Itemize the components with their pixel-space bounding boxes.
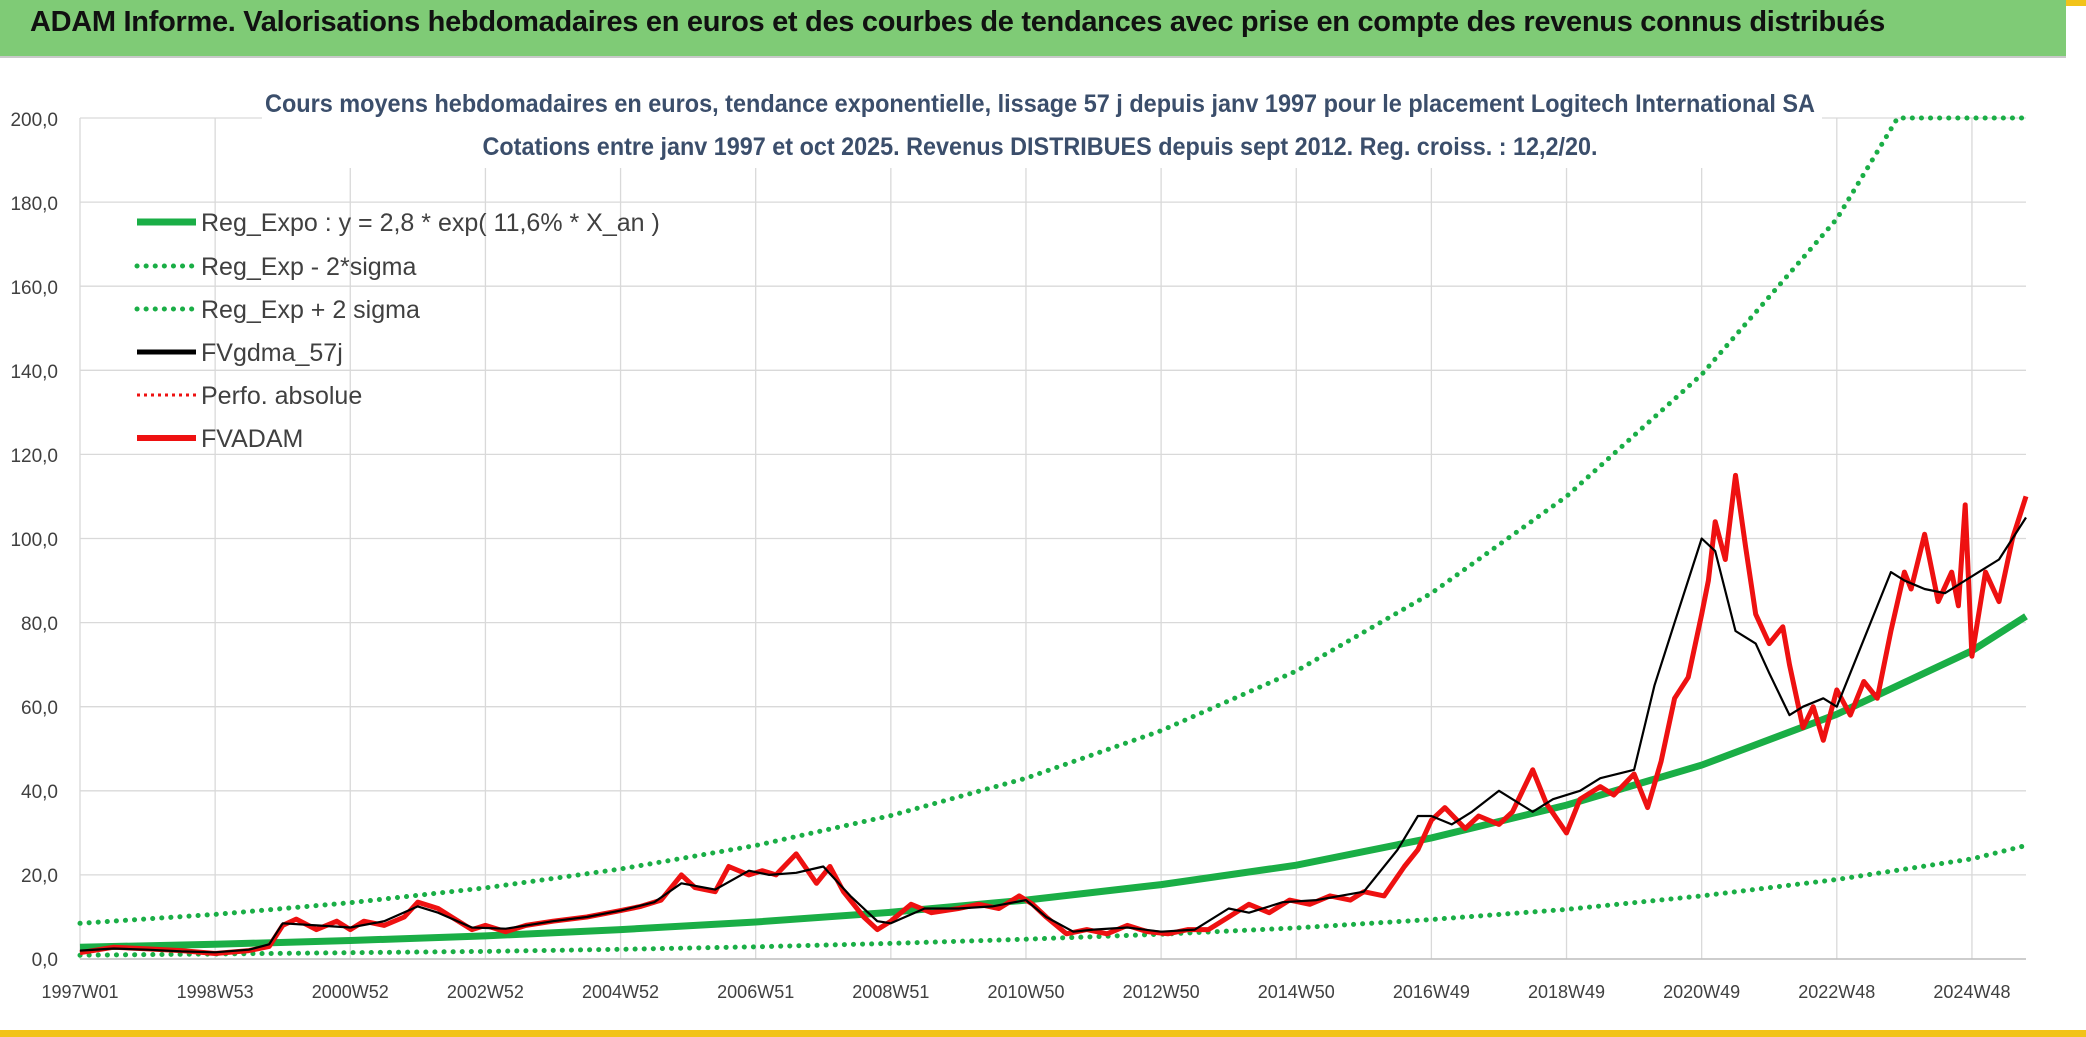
- legend-item-adam: FVADAM: [137, 425, 303, 453]
- legend-item-upper-sigma: Reg_Exp + 2 sigma: [134, 296, 420, 324]
- x-tick-label: 2008W51: [852, 982, 929, 1002]
- x-tick-label: 2010W50: [987, 982, 1064, 1002]
- chart-title: Cours moyens hebdomadaires en euros, ten…: [265, 90, 1815, 118]
- legend-label: FVgdma_57j: [201, 339, 343, 367]
- x-tick-label: 2006W51: [717, 982, 794, 1002]
- x-tick-label: 2018W49: [1528, 982, 1605, 1002]
- series-gdma: [79, 516, 2027, 954]
- y-tick-label: 120,0: [10, 446, 58, 467]
- x-tick-label: 2024W48: [1933, 982, 2010, 1002]
- series-fvadam: [79, 472, 2029, 956]
- y-tick-label: 200,0: [10, 110, 58, 131]
- grid-lines: [79, 117, 2026, 960]
- x-axis-labels: 1997W01 1998W53 2000W52 2002W52 2004W52 …: [41, 982, 2010, 1002]
- y-tick-label: 60,0: [21, 698, 58, 719]
- legend-item-lower-sigma: Reg_Exp - 2*sigma: [134, 253, 416, 281]
- legend: Reg_Expo : y = 2,8 * exp( 11,6% * X_an )…: [134, 209, 660, 453]
- x-tick-label: 2022W48: [1798, 982, 1875, 1002]
- x-tick-label: 2000W52: [312, 982, 389, 1002]
- y-tick-label: 160,0: [10, 278, 58, 299]
- legend-label: Reg_Exp + 2 sigma: [201, 296, 420, 324]
- x-tick-label: 2012W50: [1123, 982, 1200, 1002]
- legend-label: FVADAM: [201, 425, 303, 453]
- series: [77, 115, 2029, 958]
- y-tick-label: 80,0: [21, 614, 58, 635]
- x-tick-label: 1998W53: [177, 982, 254, 1002]
- y-tick-label: 20,0: [21, 866, 58, 887]
- x-tick-label: 2016W49: [1393, 982, 1470, 1002]
- series-trend: [79, 613, 2028, 951]
- chart-subtitle: Cotations entre janv 1997 et oct 2025. R…: [483, 133, 1598, 161]
- legend-item-trend: Reg_Expo : y = 2,8 * exp( 11,6% * X_an ): [137, 209, 660, 237]
- y-tick-label: 180,0: [10, 194, 58, 215]
- y-tick-label: 140,0: [10, 362, 58, 383]
- title-background: [262, 88, 1822, 168]
- legend-item-gdma: FVgdma_57j: [137, 339, 343, 367]
- legend-label: Perfo. absolue: [201, 382, 362, 410]
- legend-item-perfo: Perfo. absolue: [137, 382, 362, 410]
- banner-title: ADAM Informe. Valorisations hebdomadaire…: [30, 6, 1885, 38]
- legend-label: Reg_Exp - 2*sigma: [201, 253, 416, 281]
- y-tick-label: 100,0: [10, 530, 58, 551]
- bottom-accent-bar: [0, 1030, 2086, 1037]
- legend-label: Reg_Expo : y = 2,8 * exp( 11,6% * X_an ): [201, 209, 660, 237]
- axes: 0,0 20,0 40,0 60,0 80,0 100,0 120,0 140,…: [10, 110, 58, 971]
- report-banner: ADAM Informe. Valorisations hebdomadaire…: [0, 0, 2066, 58]
- y-tick-label: 40,0: [21, 782, 58, 803]
- series-upper-sigma: [77, 115, 2029, 926]
- x-tick-label: 2002W52: [447, 982, 524, 1002]
- x-tick-label: 1997W01: [41, 982, 118, 1002]
- x-tick-label: 2004W52: [582, 982, 659, 1002]
- y-tick-label: 0,0: [32, 950, 58, 971]
- x-tick-label: 2014W50: [1258, 982, 1335, 1002]
- x-tick-label: 2020W49: [1663, 982, 1740, 1002]
- series-lower-sigma: [77, 843, 2029, 958]
